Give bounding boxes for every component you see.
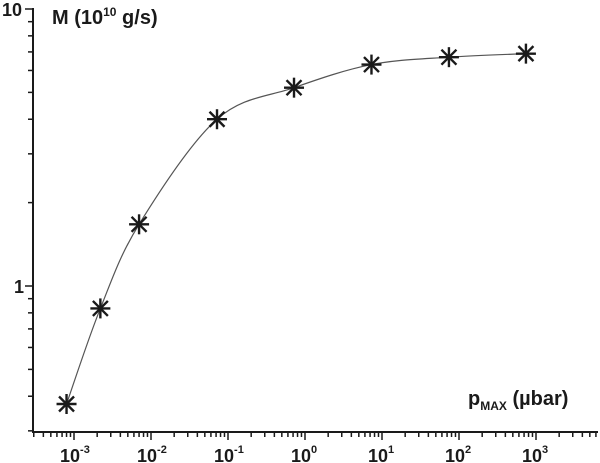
x-tick-label: 100 <box>291 444 317 463</box>
x-tick-labels: 10-3 10-2 10-1 100 101 102 103 <box>60 444 548 463</box>
x-tick-label: 10-1 <box>214 444 244 463</box>
x-title-main: p <box>468 388 480 410</box>
x-tick-label: 103 <box>522 444 548 463</box>
asterisk-marker-icon <box>515 43 536 64</box>
asterisk-marker-icon <box>56 393 77 414</box>
x-tick-label: 102 <box>445 444 471 463</box>
x-tick-label: 10-2 <box>137 444 167 463</box>
asterisk-marker-icon <box>207 109 228 130</box>
y-title-sup: 10 <box>103 5 117 19</box>
y-title-main: M (10 <box>52 7 103 29</box>
y-ticks <box>25 8 33 432</box>
data-markers <box>56 43 536 414</box>
x-ticks <box>32 432 597 440</box>
y-tick-label-1: 1 <box>14 277 24 297</box>
x-tick-label: 10-3 <box>60 444 90 463</box>
asterisk-marker-icon <box>90 298 111 319</box>
asterisk-marker-icon <box>284 77 305 98</box>
asterisk-marker-icon <box>361 54 382 75</box>
y-axis-title: M (1010 g/s) <box>52 5 158 29</box>
x-axis-title: pMAX (µbar) <box>468 388 568 413</box>
x-tick-label: 101 <box>368 444 394 463</box>
x-title-sub: MAX <box>480 399 507 413</box>
axes <box>32 8 598 433</box>
x-title-end: (µbar) <box>507 388 569 410</box>
asterisk-marker-icon <box>129 214 150 235</box>
asterisk-marker-icon <box>438 47 459 68</box>
y-tick-label-10: 10 <box>2 0 22 20</box>
y-title-end: g/s) <box>116 7 157 29</box>
